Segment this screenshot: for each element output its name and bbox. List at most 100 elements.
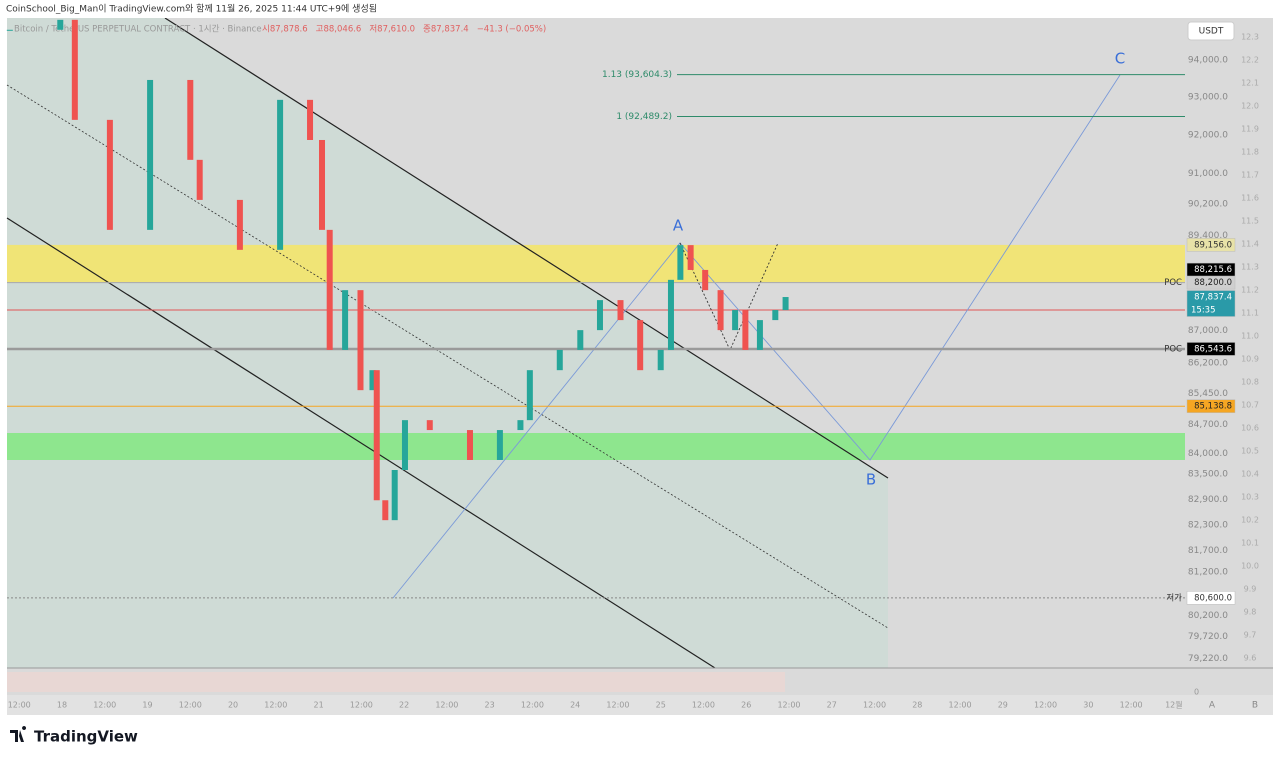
y2-tick-label: 10.7 (1241, 401, 1259, 410)
x-tick-label: 12:00 (863, 701, 886, 710)
ohlc-value: 종87,837.4 (423, 25, 469, 35)
y2-tick-label: 11.2 (1241, 286, 1259, 295)
y2-tick-label: 9.6 (1244, 654, 1257, 663)
candle (426, 420, 433, 431)
candle (236, 199, 243, 250)
candle (6, 29, 13, 31)
y2-tick-label: 11.8 (1241, 148, 1259, 157)
y-tick-label: 94,000.0 (1188, 55, 1228, 65)
y-tick-label: 82,900.0 (1188, 495, 1228, 505)
x-tick-label: 19 (142, 701, 152, 710)
y-tick-label: 82,300.0 (1188, 520, 1228, 530)
price-label-box (1186, 342, 1236, 356)
candle (732, 310, 739, 331)
price-label: 88,215.6 (1194, 265, 1232, 275)
y-tick-label: 83,500.0 (1188, 470, 1228, 480)
ohlc-value: −41.3 (−0.05%) (477, 25, 547, 35)
y-tick-label: 80,200.0 (1188, 611, 1228, 621)
candle (617, 300, 624, 321)
candle (677, 245, 684, 280)
scale-button[interactable]: B (1252, 701, 1258, 711)
support-zone (7, 433, 1185, 460)
x-tick-label: 23 (485, 701, 495, 710)
point-label: B (866, 471, 876, 489)
x-tick-label: 29 (998, 701, 1008, 710)
brand-icon (10, 726, 27, 742)
channel-mid (6, 84, 889, 629)
candle (187, 79, 194, 160)
price-label-box (1186, 290, 1236, 317)
candle (657, 349, 664, 371)
point-label: C (1115, 50, 1125, 68)
candle (556, 349, 563, 371)
x-tick-label: 12:00 (8, 701, 31, 710)
y-tick-label: 87,000.0 (1188, 326, 1228, 336)
x-tick-label: 18 (57, 701, 67, 710)
y2-tick-label: 11.9 (1241, 125, 1259, 134)
x-tick-label: 12:00 (521, 701, 544, 710)
price-tag: POC (1164, 278, 1182, 288)
currency[interactable]: USDT (1199, 27, 1224, 37)
y-tick-label: 91,000.0 (1188, 169, 1228, 179)
x-tick-label: 12:00 (949, 701, 972, 710)
candle (357, 290, 364, 391)
y2-tick-label: 12.1 (1241, 79, 1259, 88)
candle (307, 99, 314, 140)
y-tick-label: 92,000.0 (1188, 131, 1228, 141)
candle (373, 370, 380, 501)
candle (57, 19, 64, 30)
y2-tick-label: 12.3 (1241, 33, 1259, 42)
caption: CoinSchool_Big_Man이 TradingView.com와 함께 … (6, 3, 377, 15)
ohlc-value: 고88,046.6 (316, 25, 362, 35)
x-tick-label: 12:00 (264, 701, 287, 710)
candle (277, 99, 284, 250)
x-tick-label: 25 (656, 701, 666, 710)
currency-button[interactable] (1187, 21, 1235, 41)
scale-button[interactable]: A (1209, 701, 1216, 711)
x-tick-label: 12:00 (350, 701, 373, 710)
fib-label: 1.13 (93,604.3) (602, 70, 672, 80)
y2-tick-label: 11.4 (1241, 240, 1259, 249)
x-tick-label: 26 (741, 701, 751, 710)
channel-lower (6, 217, 716, 669)
y2-tick-label: 10.2 (1241, 516, 1259, 525)
y2-tick-label: 11.3 (1241, 263, 1259, 272)
brand: TradingView (34, 728, 138, 746)
y-tick-label: 81,700.0 (1188, 546, 1228, 556)
price-label-box (1186, 399, 1236, 413)
y2-tick-label: 12.2 (1241, 56, 1259, 65)
y-tick-label: 84,000.0 (1188, 449, 1228, 459)
path-arrow (679, 242, 779, 352)
price-label: 87,837.4 (1194, 293, 1232, 303)
channel-upper (164, 17, 889, 479)
y2-tick-label: 10.1 (1241, 539, 1259, 548)
x-tick-label: 12:00 (777, 701, 800, 710)
point-label: A (673, 217, 684, 235)
candle (772, 310, 779, 321)
price-label: 89,156.0 (1194, 240, 1232, 250)
y-tick-label: 93,000.0 (1188, 93, 1228, 103)
x-tick-label: 20 (228, 701, 238, 710)
projection (392, 74, 1121, 599)
y2-tick-label: 10.8 (1241, 378, 1259, 387)
price-label-sub: 15:35 (1191, 306, 1216, 316)
candle (369, 370, 376, 391)
candle (342, 290, 349, 350)
candle (702, 269, 709, 291)
candle (391, 470, 398, 521)
x-tick-label: 21 (313, 701, 323, 710)
y-tick-label: 89,400.0 (1188, 231, 1228, 241)
resistance-zone (7, 244, 1185, 282)
x-tick-label: 24 (570, 701, 580, 710)
price-tag: 저가 (1166, 593, 1182, 603)
symbol: Bitcoin / TetherUS PERPETUAL CONTRACT · … (14, 24, 262, 35)
candle (319, 139, 326, 230)
y2-tick-label: 12.0 (1241, 102, 1259, 111)
candle (71, 19, 78, 120)
y2-tick-label: 11.1 (1241, 309, 1259, 318)
price-label-box (1186, 238, 1236, 252)
x-tick-label: 12:00 (1034, 701, 1057, 710)
channel-fill (7, 18, 888, 668)
price-tag: POC (1164, 344, 1182, 354)
